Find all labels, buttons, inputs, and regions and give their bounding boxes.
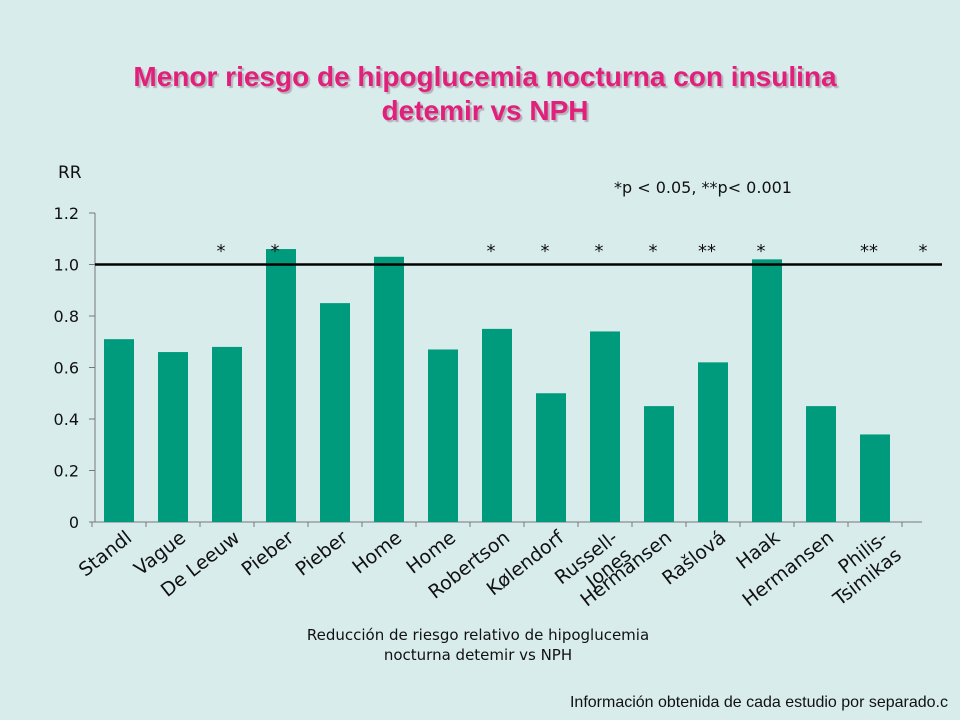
significance-marker: * <box>487 241 496 262</box>
significance-marker: ** <box>698 241 716 262</box>
x-axis-label-line: nocturna detemir vs NPH <box>384 646 572 664</box>
y-tick-label: 0 <box>69 513 79 532</box>
bar <box>806 406 836 522</box>
bar <box>860 434 890 522</box>
bar <box>104 339 134 522</box>
significance-marker: * <box>595 241 604 262</box>
x-tick-label: Pieber <box>238 526 299 580</box>
bar <box>752 259 782 522</box>
y-tick-label: 0.2 <box>54 462 79 481</box>
bar <box>212 346 242 522</box>
x-tick-label: Standl <box>75 527 136 582</box>
significance-marker: * <box>271 241 280 262</box>
bar <box>482 328 512 522</box>
y-axis-label: RR <box>58 163 82 183</box>
bar <box>266 249 296 523</box>
bar <box>698 362 728 522</box>
significance-marker: * <box>919 241 928 262</box>
x-tick-label: Home <box>348 527 406 579</box>
significance-marker: * <box>541 241 550 262</box>
y-tick-label: 0.4 <box>54 410 79 429</box>
y-tick-label: 0.8 <box>54 307 79 326</box>
y-tick-label: 1.0 <box>54 256 79 275</box>
x-axis-label-line: Reducción de riesgo relativo de hipogluc… <box>307 626 649 644</box>
bar <box>428 349 458 522</box>
bar <box>536 393 566 522</box>
significance-marker: * <box>757 241 766 262</box>
bar <box>158 352 188 522</box>
significance-marker: ** <box>860 241 878 262</box>
bar <box>320 303 350 522</box>
chart-title-line-2: detemir vs NPH <box>381 95 589 126</box>
y-tick-label: 1.2 <box>54 204 79 223</box>
y-tick-label: 0.6 <box>54 359 79 378</box>
bar <box>590 331 620 522</box>
chart-title: Menor riesgo de hipoglucemia nocturna co… <box>0 60 960 128</box>
x-tick-label: Pieber <box>292 526 353 580</box>
bar <box>644 406 674 522</box>
significance-note: *p < 0.05, **p< 0.001 <box>614 178 792 197</box>
significance-marker: * <box>217 241 226 262</box>
significance-marker: * <box>649 241 658 262</box>
chart-title-line-1: Menor riesgo de hipoglucemia nocturna co… <box>133 61 837 92</box>
bar <box>374 256 404 522</box>
source-footnote: Información obtenida de cada estudio por… <box>569 694 948 711</box>
